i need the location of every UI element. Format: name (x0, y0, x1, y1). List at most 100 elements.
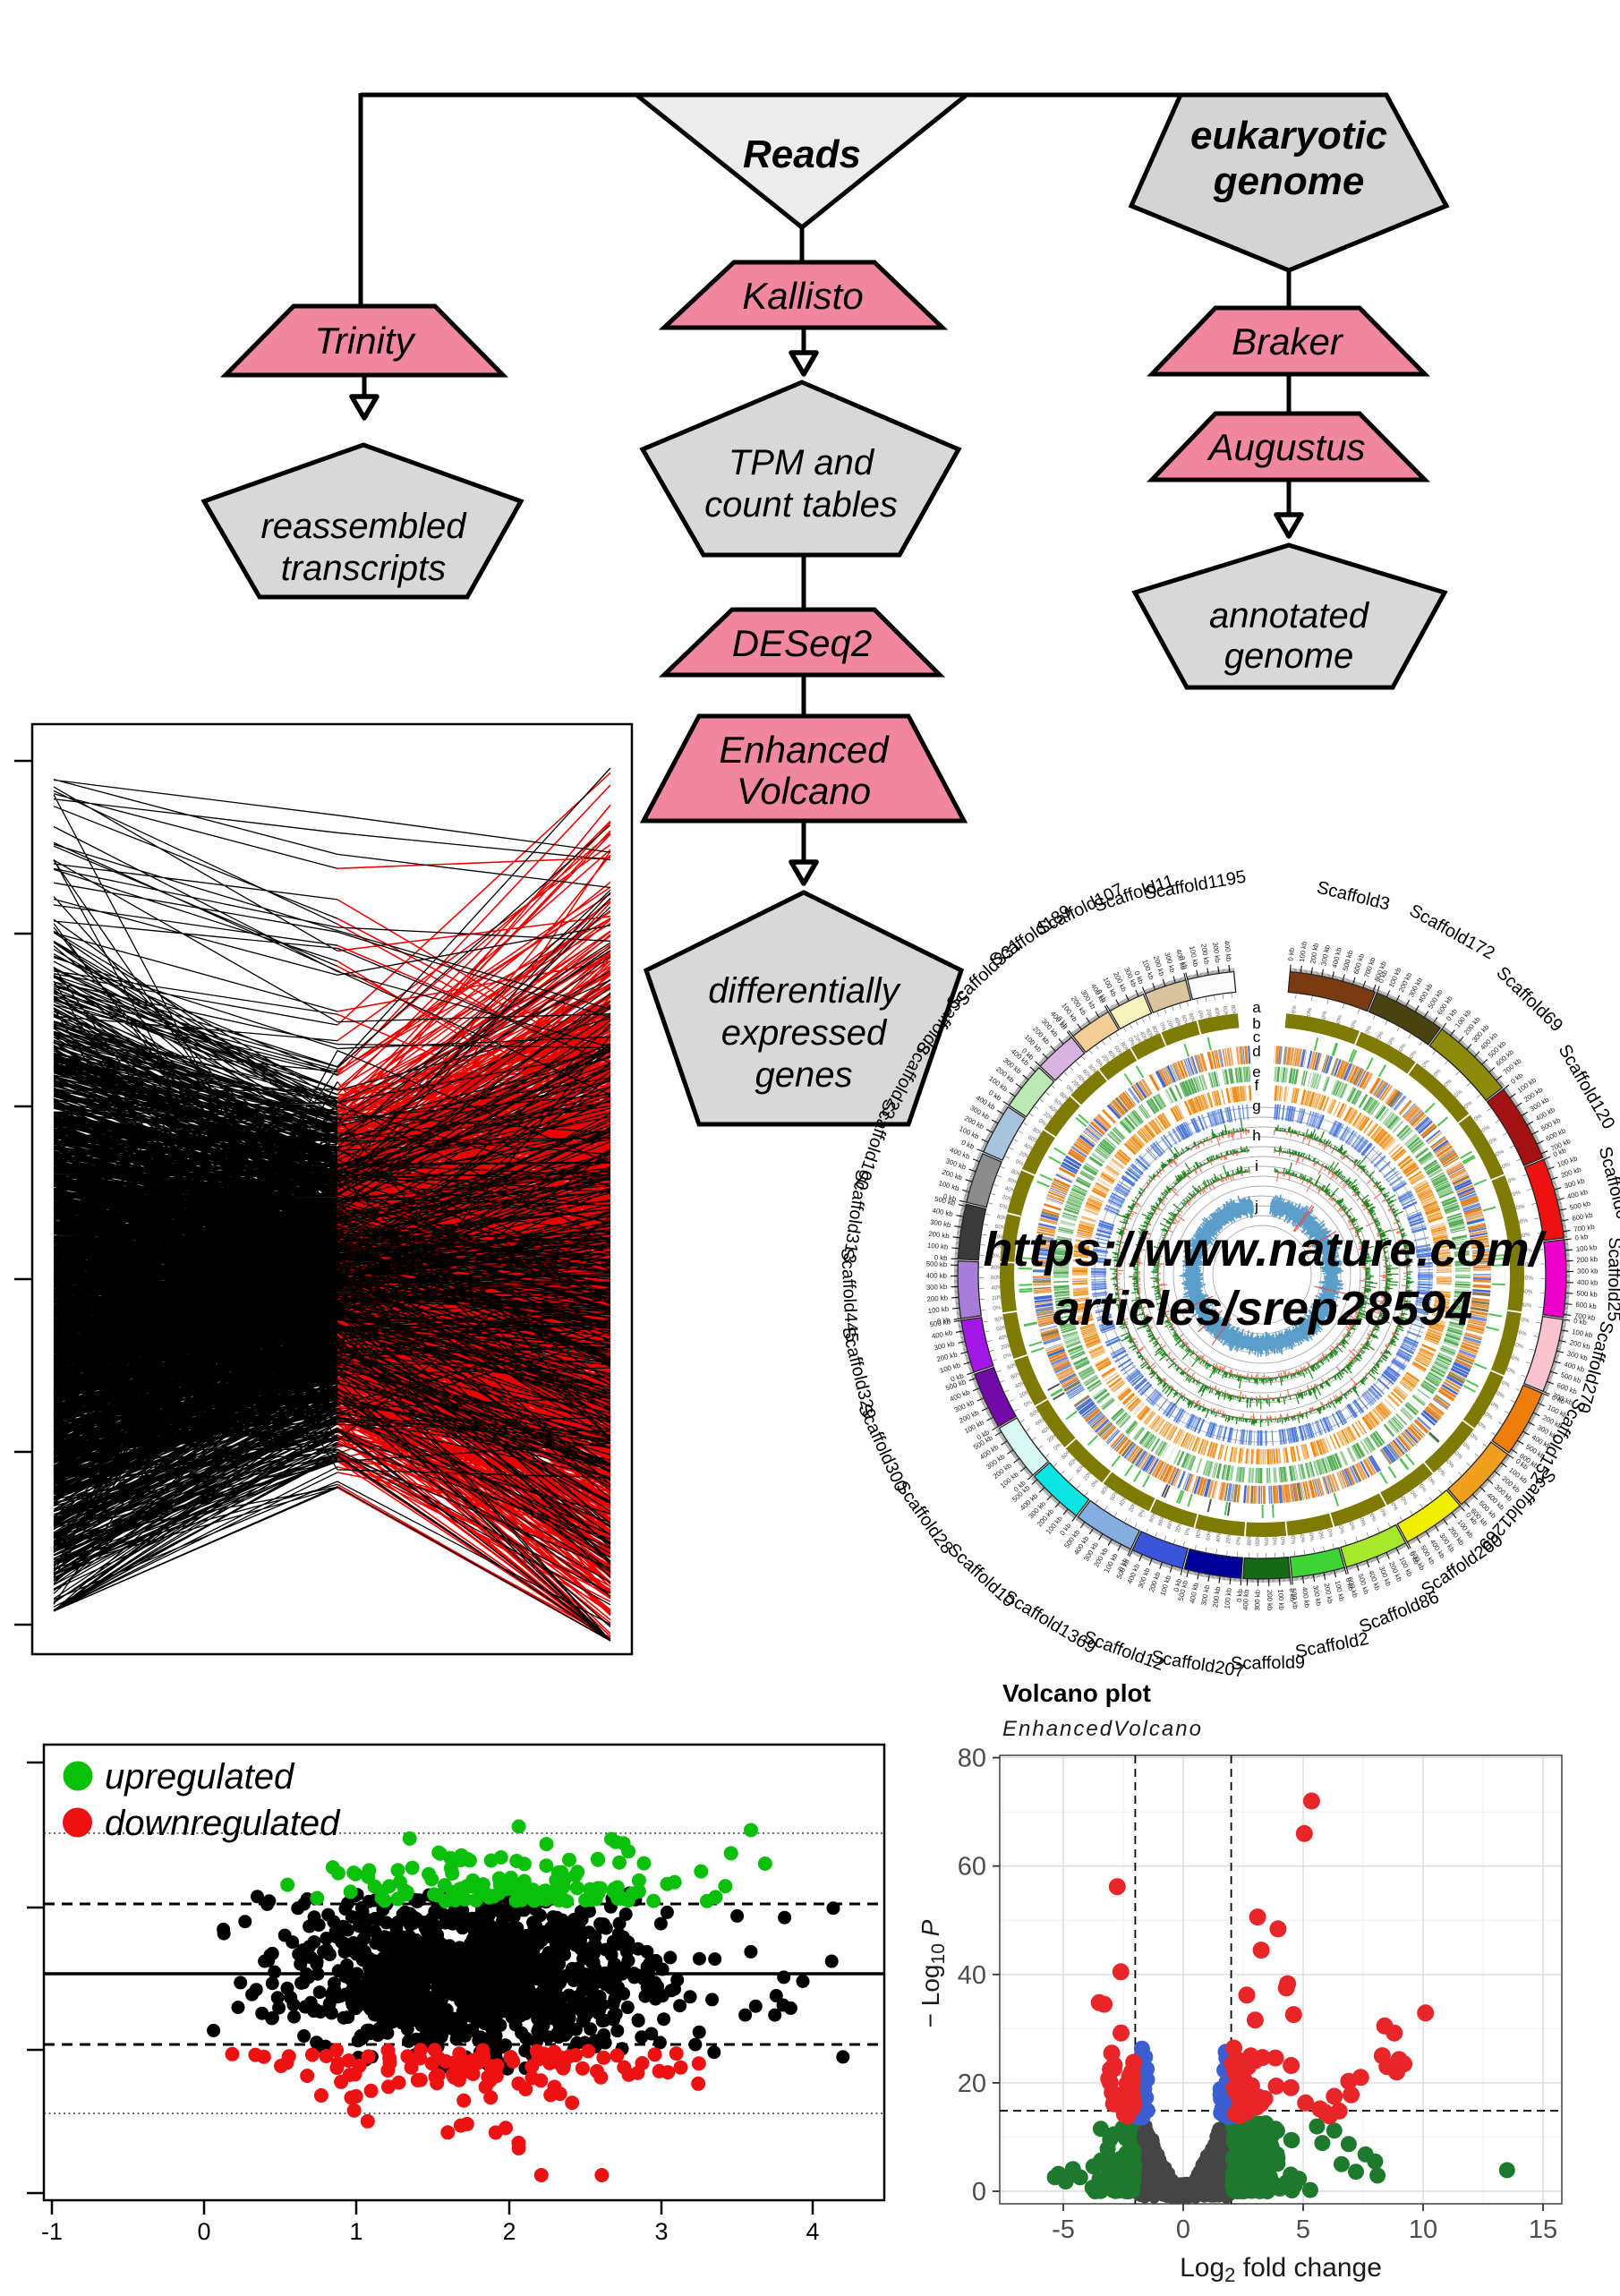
svg-text:0%: 0% (1235, 1536, 1242, 1545)
svg-text:300 kb: 300 kb (926, 1283, 948, 1292)
svg-text:20%: 20% (1509, 1190, 1522, 1199)
svg-text:300 kb: 300 kb (930, 1218, 952, 1230)
svg-text:400 kb: 400 kb (932, 1207, 954, 1218)
svg-text:200 kb: 200 kb (1309, 942, 1320, 964)
svg-text:200 kb: 200 kb (1266, 1590, 1275, 1611)
svg-text:0%: 0% (991, 1253, 1000, 1260)
svg-text:60%: 60% (1221, 1005, 1229, 1018)
svg-text:0%: 0% (1002, 1352, 1012, 1361)
svg-text:40%: 40% (1213, 1007, 1221, 1020)
svg-text:c: c (1253, 1029, 1261, 1046)
svg-text:genome: genome (1224, 636, 1354, 676)
svg-text:0%: 0% (1469, 1432, 1479, 1442)
svg-text:0%: 0% (1291, 1004, 1298, 1013)
svg-text:0%: 0% (1090, 1478, 1100, 1489)
svg-text:500 kb: 500 kb (1290, 1588, 1300, 1610)
svg-text:80%: 80% (1187, 1012, 1196, 1025)
svg-text:20%: 20% (1271, 1534, 1278, 1546)
svg-text:Reads: Reads (743, 132, 861, 176)
svg-text:700 kb: 700 kb (1573, 1223, 1596, 1233)
svg-text:80%: 80% (1498, 1161, 1512, 1172)
svg-text:40%: 40% (1307, 1530, 1315, 1542)
svg-text:400 kb: 400 kb (926, 1272, 948, 1280)
svg-text:0 kb: 0 kb (1178, 955, 1189, 970)
svg-text:0%: 0% (1501, 1379, 1512, 1388)
svg-text:20%: 20% (1000, 1342, 1012, 1351)
svg-text:0%: 0% (1197, 1010, 1205, 1020)
svg-text:200 kb: 200 kb (926, 1293, 949, 1303)
svg-text:40%: 40% (993, 1233, 1006, 1242)
svg-text:e: e (1252, 1063, 1260, 1080)
svg-text:500 kb: 500 kb (1576, 1289, 1599, 1298)
svg-text:g: g (1252, 1097, 1260, 1114)
svg-text:40: 40 (958, 1961, 986, 1990)
svg-text:40%: 40% (991, 1285, 1002, 1292)
svg-text:40%: 40% (1320, 1010, 1329, 1022)
svg-text:0%: 0% (1326, 1528, 1334, 1538)
svg-text:f: f (1255, 1077, 1259, 1094)
svg-text:0%: 0% (1184, 1526, 1192, 1536)
svg-text:0%: 0% (993, 1305, 1002, 1312)
svg-text:reassembled: reassembled (260, 507, 467, 546)
svg-text:80%: 80% (1336, 1522, 1346, 1534)
svg-text:40%: 40% (1215, 1531, 1224, 1543)
svg-text:Volcano plot: Volcano plot (1002, 1679, 1151, 1707)
svg-text:200 kb: 200 kb (1199, 943, 1211, 966)
svg-text:20%: 20% (1522, 1261, 1533, 1267)
svg-text:60%: 60% (991, 1275, 1002, 1281)
svg-text:0 kb: 0 kb (1574, 1233, 1589, 1242)
svg-text:eukaryotic: eukaryotic (1190, 114, 1387, 158)
svg-text:80%: 80% (996, 1214, 1009, 1223)
svg-text:0 kb: 0 kb (1288, 1588, 1297, 1602)
svg-text:400 kb: 400 kb (1577, 1278, 1599, 1287)
svg-text:80%: 80% (1010, 1168, 1024, 1178)
svg-text:40%: 40% (1513, 1203, 1525, 1212)
svg-text:60%: 60% (1255, 1534, 1261, 1546)
svg-text:genome: genome (1213, 159, 1365, 203)
svg-text:0%: 0% (1378, 1507, 1388, 1518)
svg-text:genes: genes (755, 1055, 853, 1095)
svg-text:0 kb: 0 kb (934, 1253, 949, 1262)
svg-text:80%: 80% (1504, 1366, 1517, 1376)
svg-text:60%: 60% (996, 1324, 1009, 1332)
svg-text:300 kb: 300 kb (1577, 1267, 1599, 1275)
svg-text:600 kb: 600 kb (1572, 1211, 1594, 1223)
svg-text:0: 0 (1176, 2215, 1190, 2244)
svg-text:200 kb: 200 kb (928, 1230, 951, 1241)
svg-text:0%: 0% (1094, 1058, 1104, 1069)
svg-text:count tables: count tables (704, 485, 898, 525)
svg-text:700 kb: 700 kb (1573, 1311, 1596, 1322)
svg-text:0%: 0% (1427, 1476, 1437, 1487)
svg-text:0%: 0% (1014, 1158, 1025, 1167)
svg-text:80%: 80% (1520, 1302, 1532, 1309)
svg-text:0%: 0% (999, 1203, 1009, 1211)
svg-text:https://www.nature.com/: https://www.nature.com/ (983, 1223, 1547, 1276)
svg-text:20%: 20% (1174, 1521, 1184, 1534)
svg-text:3: 3 (654, 2218, 668, 2245)
svg-text:80%: 80% (994, 1315, 1007, 1323)
svg-text:400 kb: 400 kb (931, 1328, 953, 1340)
svg-text:DESeq2: DESeq2 (732, 622, 872, 664)
svg-text:80%: 80% (1148, 1510, 1159, 1524)
svg-text:20%: 20% (1514, 1329, 1527, 1338)
svg-text:0: 0 (972, 2178, 986, 2206)
svg-text:0%: 0% (1065, 1084, 1076, 1095)
svg-text:Augustus: Augustus (1206, 426, 1365, 468)
svg-text:60%: 60% (1334, 1014, 1343, 1027)
svg-text:TPM and: TPM and (729, 443, 875, 482)
svg-text:i: i (1255, 1157, 1258, 1174)
svg-text:80%: 80% (1289, 1532, 1296, 1545)
svg-text:0%: 0% (1523, 1248, 1532, 1255)
svg-text:300 kb: 300 kb (1211, 942, 1222, 964)
svg-text:0 kb: 0 kb (1172, 1577, 1183, 1592)
svg-text:80%: 80% (1150, 1025, 1161, 1038)
svg-text:20%: 20% (1205, 1008, 1213, 1020)
svg-text:-5: -5 (1052, 2215, 1075, 2244)
svg-text:100 kb: 100 kb (927, 1242, 950, 1251)
svg-text:15: 15 (1529, 2215, 1557, 2244)
svg-text:60%: 60% (1346, 1518, 1356, 1532)
svg-text:Scaffold445: Scaffold445 (837, 1248, 861, 1343)
svg-text:40%: 40% (1172, 1017, 1182, 1030)
svg-text:80%: 80% (1247, 1534, 1254, 1546)
svg-text:0%: 0% (1364, 1025, 1373, 1036)
